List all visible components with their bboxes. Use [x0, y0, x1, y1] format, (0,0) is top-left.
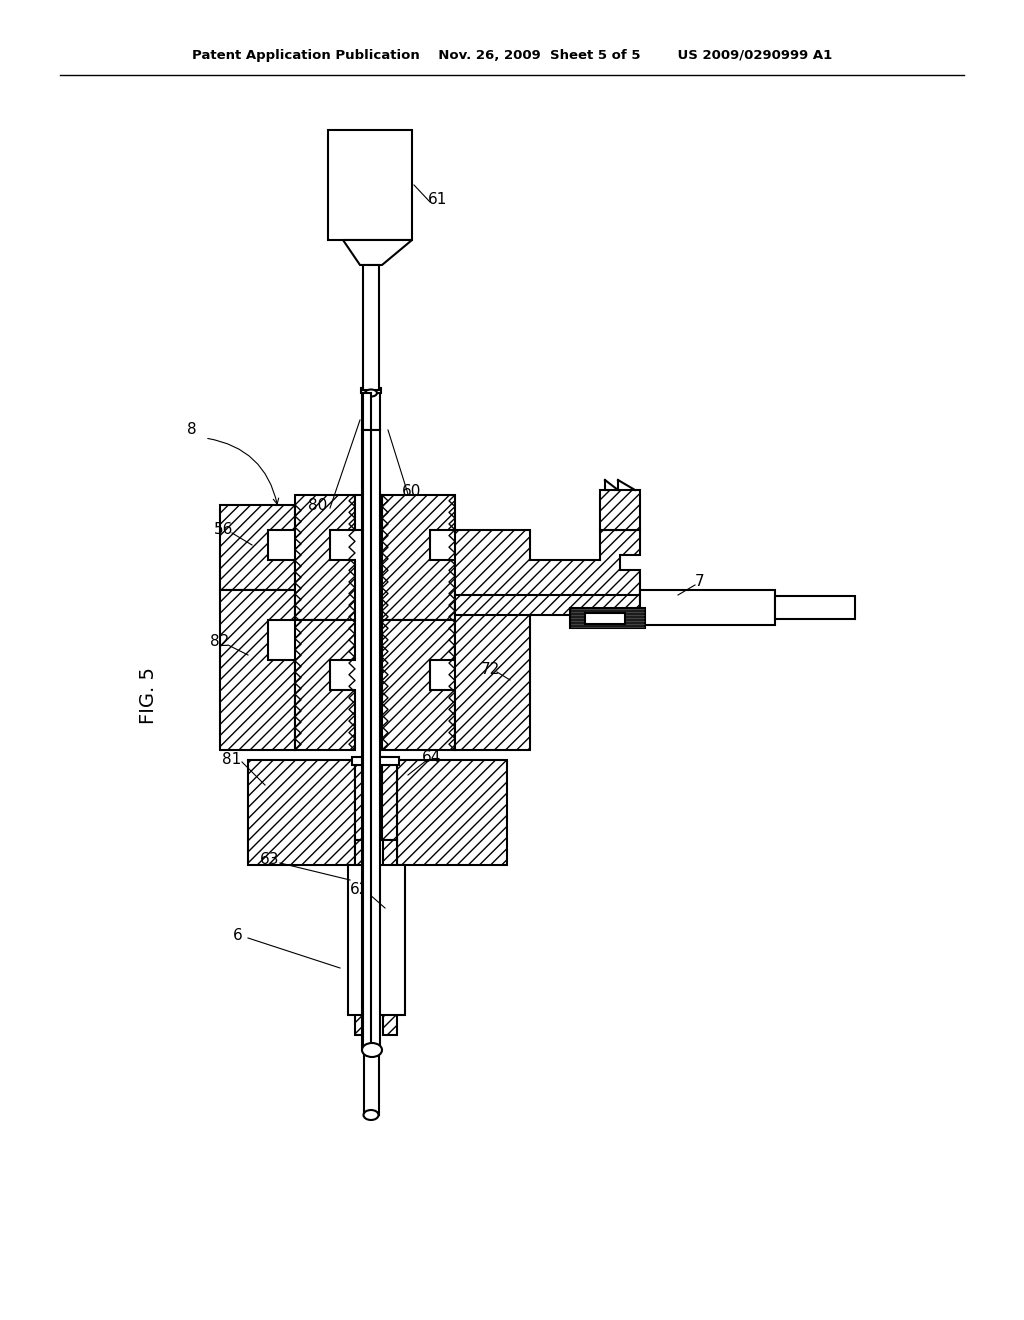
Ellipse shape: [362, 1043, 382, 1057]
Text: 56: 56: [214, 523, 233, 537]
Bar: [570, 609, 645, 628]
Text: 8: 8: [187, 422, 197, 437]
Bar: [248, 760, 355, 865]
Text: FIG. 5: FIG. 5: [138, 667, 158, 723]
Polygon shape: [295, 620, 355, 750]
Bar: [379, 756, 399, 766]
Bar: [362, 430, 380, 1049]
Bar: [364, 1049, 379, 1115]
Text: 63: 63: [260, 853, 280, 867]
Text: 82: 82: [210, 635, 229, 649]
Polygon shape: [295, 495, 355, 620]
Bar: [355, 760, 382, 840]
Text: 81: 81: [222, 752, 242, 767]
Polygon shape: [343, 240, 412, 265]
Bar: [352, 756, 385, 766]
Bar: [362, 393, 380, 430]
Bar: [362, 430, 371, 1049]
Polygon shape: [382, 495, 455, 620]
Polygon shape: [220, 506, 295, 590]
Bar: [383, 840, 397, 1035]
Bar: [382, 760, 397, 840]
Bar: [397, 760, 507, 865]
Polygon shape: [600, 490, 640, 531]
Text: 7: 7: [695, 574, 705, 590]
Bar: [355, 495, 382, 531]
Bar: [455, 595, 640, 615]
Polygon shape: [455, 531, 640, 750]
Ellipse shape: [365, 389, 377, 396]
Text: 64: 64: [422, 751, 441, 766]
Polygon shape: [220, 590, 295, 750]
Bar: [328, 129, 412, 240]
Text: 72: 72: [480, 663, 500, 677]
Bar: [585, 612, 625, 624]
Bar: [348, 865, 406, 1015]
Bar: [362, 265, 379, 389]
Bar: [775, 597, 855, 619]
Bar: [355, 840, 370, 1035]
Bar: [362, 393, 371, 430]
Text: 62: 62: [350, 883, 370, 898]
FancyArrowPatch shape: [208, 438, 279, 504]
Text: 60: 60: [402, 484, 422, 499]
Bar: [640, 590, 775, 624]
Ellipse shape: [364, 1110, 379, 1119]
Text: 61: 61: [428, 193, 447, 207]
Polygon shape: [382, 620, 455, 750]
Text: 80: 80: [308, 498, 328, 512]
Text: 6: 6: [233, 928, 243, 942]
Text: Patent Application Publication    Nov. 26, 2009  Sheet 5 of 5        US 2009/029: Patent Application Publication Nov. 26, …: [191, 49, 833, 62]
